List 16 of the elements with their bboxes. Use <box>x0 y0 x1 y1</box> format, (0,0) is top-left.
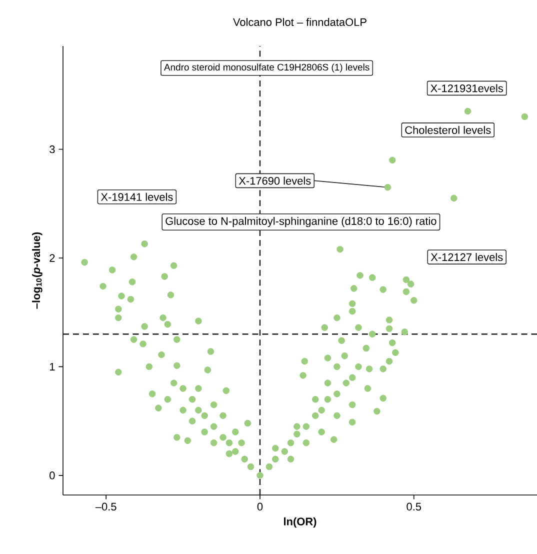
annotation: X-19141 levels <box>100 192 173 201</box>
x-tick-label: 0.5 <box>406 502 422 511</box>
y-tick-label: 1 <box>50 362 55 370</box>
annotation: X-121931evels <box>430 84 503 92</box>
annotation: Andro steroid monosulfate C19H2806S (1) levels <box>164 64 370 72</box>
annotation: Cholesterol levels <box>405 126 491 134</box>
x-axis-title: ln(OR) <box>284 517 316 528</box>
chart-title: Volcano Plot – finndataOLP <box>233 18 366 26</box>
x-tick-label: 0 <box>257 502 263 511</box>
x-tick-label: –0.5 <box>95 502 116 511</box>
y-tick-label: 3 <box>50 145 55 154</box>
y-tick-label: 0 <box>50 472 55 480</box>
annotation: X-17690 levels <box>238 176 311 185</box>
annotation: Glucose to N-palmitoyl-sphinganine (d18:0 to 16:0) ratio <box>166 216 436 228</box>
annotation: X-12127 levels <box>430 253 503 262</box>
y-tick-label: 2 <box>50 254 55 262</box>
